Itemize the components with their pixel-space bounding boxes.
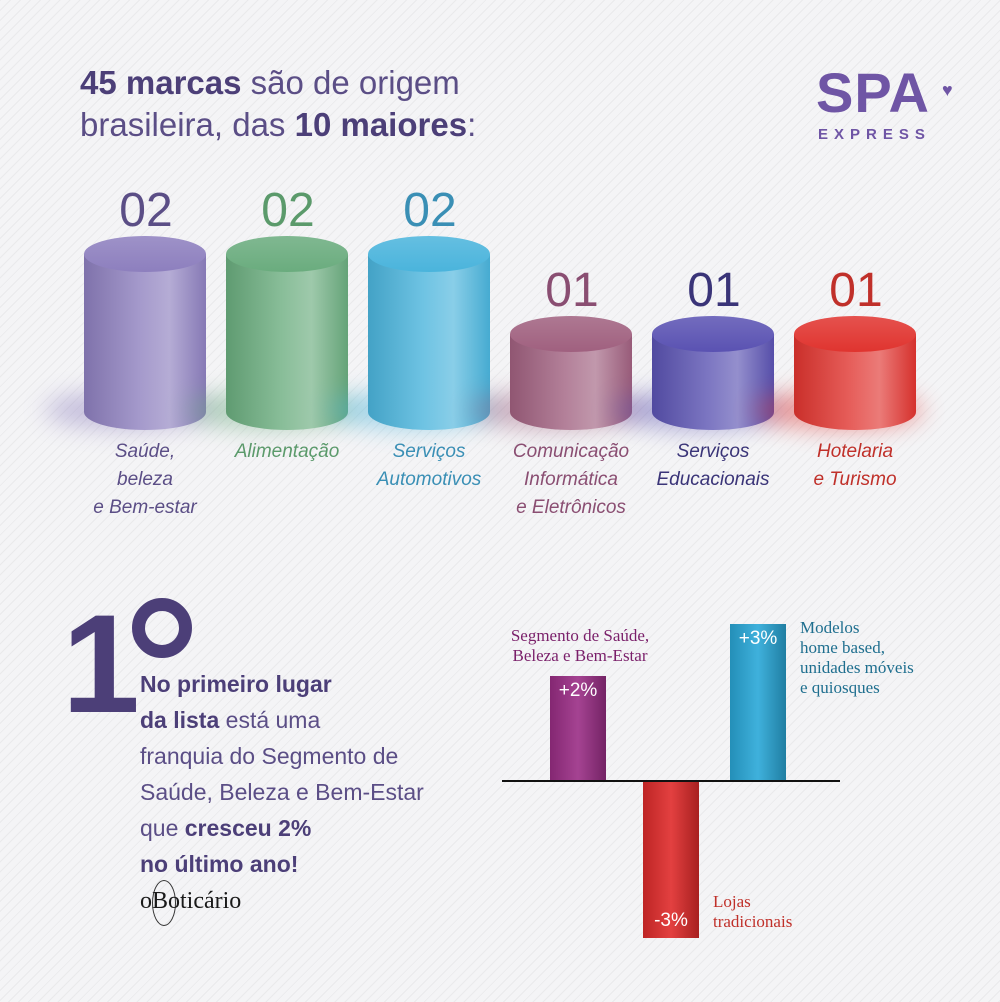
cylinder-bar: [226, 236, 348, 430]
category-label-line: Serviços: [676, 441, 750, 462]
cylinder-body: [368, 254, 490, 430]
cylinder-bar: [84, 236, 206, 430]
boticario-logo-mark: [152, 880, 176, 926]
logo-main: SPA: [816, 61, 930, 124]
headline: 45 marcas são de origem brasileira, das …: [80, 62, 476, 146]
growth-category-label-line: Beleza e Bem-Estar: [512, 646, 648, 665]
cylinder-top: [652, 316, 774, 352]
cylinder-bar: [510, 316, 632, 430]
logo-sub: EXPRESS: [818, 126, 931, 143]
category-label: Alimentação: [202, 438, 372, 466]
category-label: Saúde, beleza e Bem-estar: [60, 438, 230, 522]
category-label-line: Serviços: [392, 441, 466, 462]
boticario-logo: oBoticário: [140, 888, 242, 914]
category-label: Serviços Automotivos: [344, 438, 514, 494]
cylinder-top: [84, 236, 206, 272]
rank-number: 1: [62, 585, 140, 742]
cylinder-body: [84, 254, 206, 430]
growth-category-label: Segmento de Saúde, Beleza e Bem-Estar: [500, 626, 660, 666]
category-label: Hotelaria e Turismo: [770, 438, 940, 494]
spa-express-logo: SPA ♥ EXPRESS: [812, 62, 962, 152]
growth-value-label: +2%: [558, 680, 598, 701]
category-label-line: Comunicação: [512, 441, 630, 462]
degree-icon: [132, 598, 192, 658]
category-label-line: beleza: [117, 469, 173, 490]
growth-bar: +2%: [550, 676, 606, 780]
growth-category-label-line: unidades móveis: [800, 658, 914, 677]
rank-description: No primeiro lugar da lista está uma fran…: [140, 666, 480, 882]
cylinder-top: [794, 316, 916, 352]
rank-bold-2: da lista: [140, 707, 220, 733]
category-label-line: Informática: [524, 469, 618, 490]
growth-category-label-line: Lojas: [713, 892, 751, 911]
cylinder-value-label: 02: [261, 184, 315, 237]
category-label-line: e Bem-estar: [93, 497, 197, 518]
cylinder-bar: [368, 236, 490, 430]
growth-value-label: +3%: [738, 628, 778, 649]
headline-bold-2: 10 maiores: [294, 106, 468, 143]
category-label-line: Hotelaria: [816, 441, 894, 462]
headline-colon: :: [467, 106, 477, 143]
rank-bold-5: cresceu 2%: [184, 815, 312, 841]
growth-category-label-line: home based,: [800, 638, 885, 657]
growth-category-label-line: e quiosques: [800, 678, 880, 697]
category-label: Comunicação Informática e Eletrônicos: [486, 438, 656, 522]
growth-baseline: [502, 780, 840, 782]
rank-bold-1: No primeiro lugar: [140, 671, 332, 697]
growth-bar: -3%: [643, 782, 699, 938]
growth-bar: +3%: [730, 624, 786, 780]
growth-category-label-line: Segmento de Saúde,: [510, 626, 650, 645]
rank-bold-6: no último ano!: [140, 851, 299, 877]
cylinder-value-label: 02: [403, 184, 457, 237]
category-label-line: Automotivos: [376, 469, 482, 490]
headline-bold: 45 marcas: [80, 64, 242, 101]
growth-category-label: Modelos home based, unidades móveis e quios…: [800, 618, 914, 698]
cylinder-value-label: 02: [119, 184, 173, 237]
rank-text-2: está uma: [219, 707, 321, 733]
category-label-line: e Eletrônicos: [516, 497, 626, 518]
category-label-line: Educacionais: [656, 469, 770, 490]
cylinder-body: [226, 254, 348, 430]
cylinder-top: [510, 316, 632, 352]
cylinder-top: [226, 236, 348, 272]
cylinder-top: [368, 236, 490, 272]
headline-text: são de origem: [241, 64, 460, 101]
growth-category-label-line: tradicionais: [713, 912, 793, 931]
headline-text-2: brasileira, das: [80, 106, 295, 143]
category-label: Serviços Educacionais: [628, 438, 798, 494]
growth-value-label: -3%: [654, 910, 688, 931]
rank-text-4: Saúde, Beleza e Bem-Estar: [140, 779, 424, 805]
heart-icon: ♥: [942, 80, 953, 100]
category-label-line: Alimentação: [234, 441, 340, 462]
rank-text-3: franquia do Segmento de: [140, 743, 399, 769]
category-label-line: Saúde,: [114, 441, 176, 462]
cylinder-bar: [794, 316, 916, 430]
cylinder-bar: [652, 316, 774, 430]
cylinder-value-label: 01: [545, 264, 599, 317]
growth-category-label: Lojas tradicionais: [713, 892, 792, 932]
cylinder-value-label: 01: [829, 264, 883, 317]
growth-category-label-line: Modelos: [800, 618, 860, 637]
rank-text-5: que: [140, 815, 185, 841]
growth-chart: +2% Segmento de Saúde, Beleza e Bem-Estar -…: [500, 600, 920, 960]
category-label-line: e Turismo: [813, 469, 897, 490]
cylinder-value-label: 01: [687, 264, 741, 317]
